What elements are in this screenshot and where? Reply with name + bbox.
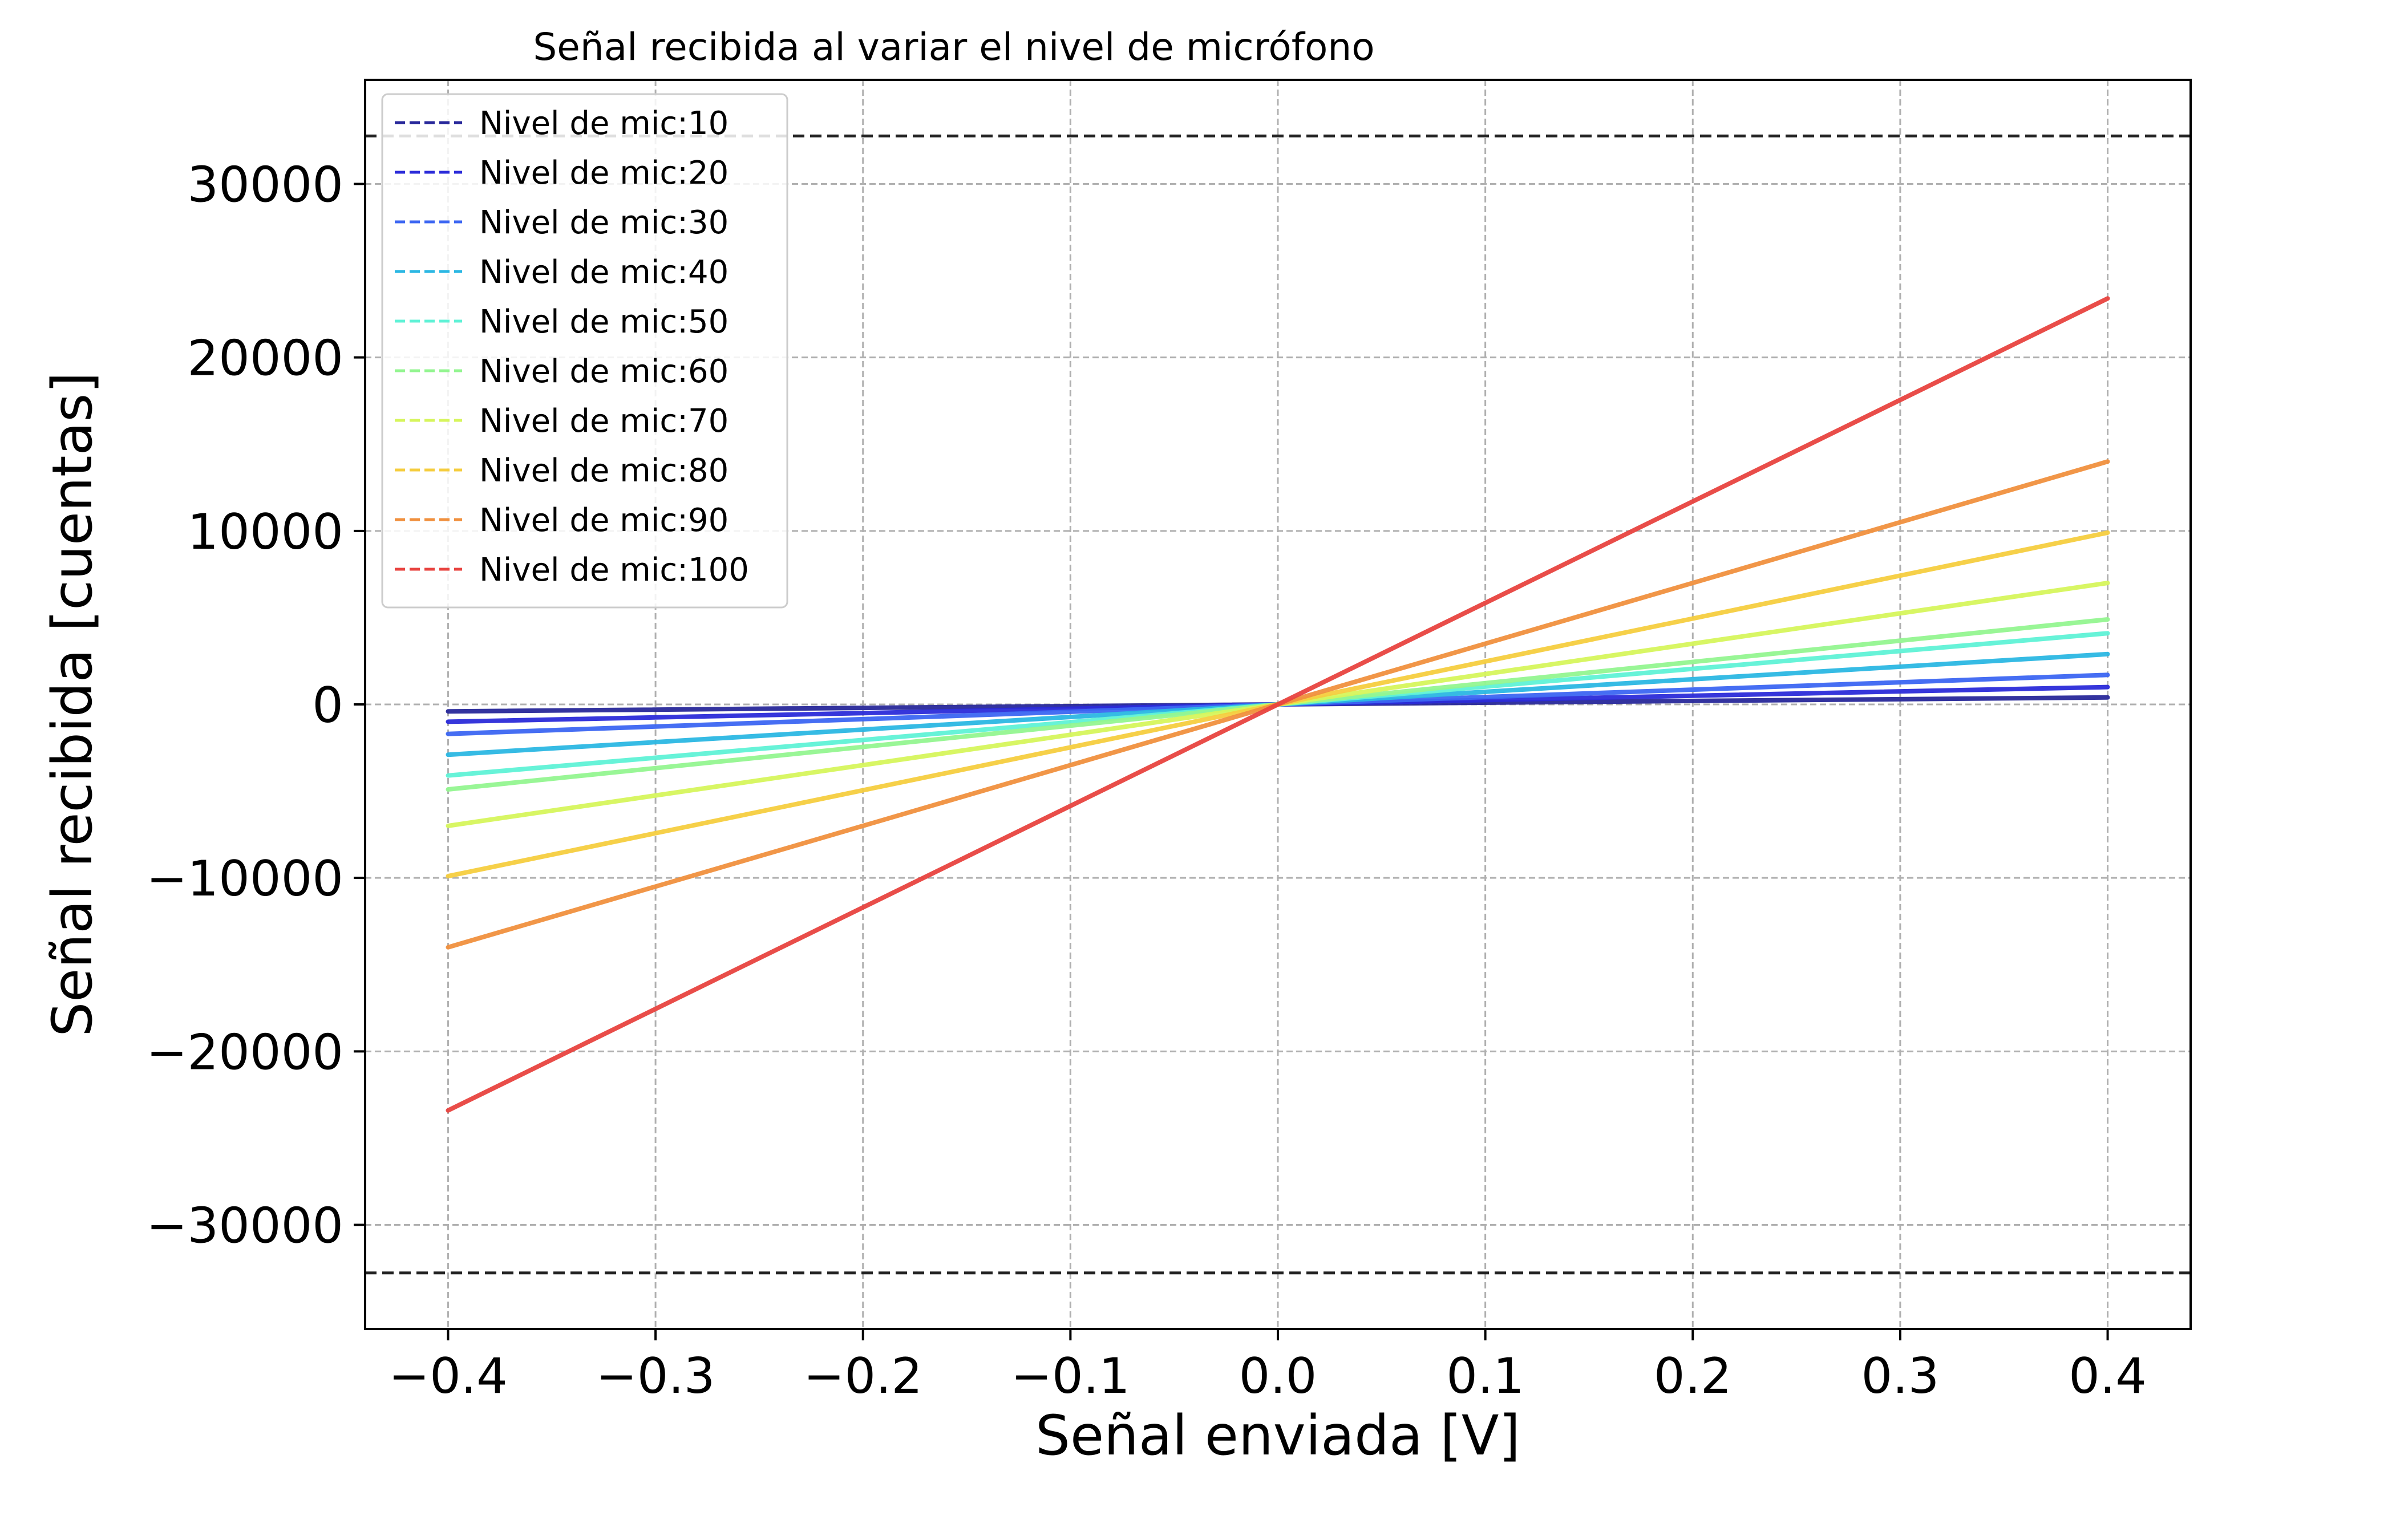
y-tick-label: 10000 [187, 504, 343, 561]
legend-label: Nivel de mic:70 [479, 403, 728, 440]
chart-title: Señal recibida al variar el nivel de mic… [533, 25, 1374, 69]
x-tick-label: 0.2 [1654, 1348, 1732, 1405]
series-line [446, 296, 2110, 1113]
x-tick-label: −0.1 [1011, 1348, 1130, 1405]
legend-label: Nivel de mic:60 [479, 353, 728, 390]
legend-label: Nivel de mic:40 [479, 254, 728, 291]
legend-label: Nivel de mic:20 [479, 155, 728, 192]
x-tick-label: 0.0 [1239, 1348, 1317, 1405]
legend-label: Nivel de mic:50 [479, 303, 728, 341]
legend-label: Nivel de mic:100 [479, 552, 749, 589]
y-tick-label: 20000 [187, 330, 343, 387]
legend: Nivel de mic:10 Nivel de mic:20 Nivel de m… [381, 93, 788, 609]
y-tick-label: −20000 [146, 1024, 343, 1081]
series-lines [446, 296, 2110, 1113]
reference-lines [365, 134, 2191, 1275]
y-axis: −30000 −20000 −10000 0 10000 20000 30000 [146, 157, 365, 1255]
x-tick-label: −0.3 [596, 1348, 715, 1405]
y-axis-title: Señal recibida [cuentas] [41, 372, 104, 1037]
y-tick-label: −30000 [146, 1198, 343, 1255]
x-axis-title: Señal enviada [V] [1035, 1404, 1520, 1468]
x-tick-label: 0.4 [2069, 1348, 2147, 1405]
y-tick-label: 0 [312, 677, 343, 734]
legend-label: Nivel de mic:80 [479, 452, 728, 489]
x-tick-label: −0.4 [388, 1348, 508, 1405]
x-tick-label: 0.3 [1861, 1348, 1940, 1405]
y-tick-label: −10000 [146, 850, 343, 907]
x-tick-label: −0.2 [803, 1348, 922, 1405]
x-tick-label: 0.1 [1446, 1348, 1524, 1405]
legend-label: Nivel de mic:30 [479, 204, 728, 241]
y-tick-label: 30000 [187, 157, 343, 214]
x-axis: −0.4 −0.3 −0.2 −0.1 0.0 0.1 0.2 0.3 0.4 [388, 1329, 2147, 1405]
legend-label: Nivel de mic:10 [479, 105, 728, 142]
legend-box [381, 93, 788, 609]
legend-label: Nivel de mic:90 [479, 502, 728, 539]
